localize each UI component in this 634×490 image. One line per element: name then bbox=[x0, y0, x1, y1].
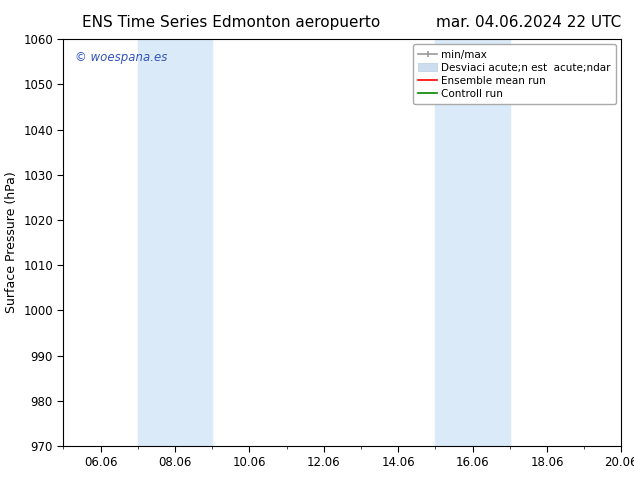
Y-axis label: Surface Pressure (hPa): Surface Pressure (hPa) bbox=[4, 172, 18, 314]
Bar bbox=[436, 39, 510, 446]
Legend: min/max, Desviaci acute;n est  acute;ndar, Ensemble mean run, Controll run: min/max, Desviaci acute;n est acute;ndar… bbox=[413, 45, 616, 104]
Text: © woespana.es: © woespana.es bbox=[75, 51, 167, 64]
Text: mar. 04.06.2024 22 UTC: mar. 04.06.2024 22 UTC bbox=[436, 15, 621, 30]
Text: ENS Time Series Edmonton aeropuerto: ENS Time Series Edmonton aeropuerto bbox=[82, 15, 380, 30]
Bar bbox=[138, 39, 212, 446]
